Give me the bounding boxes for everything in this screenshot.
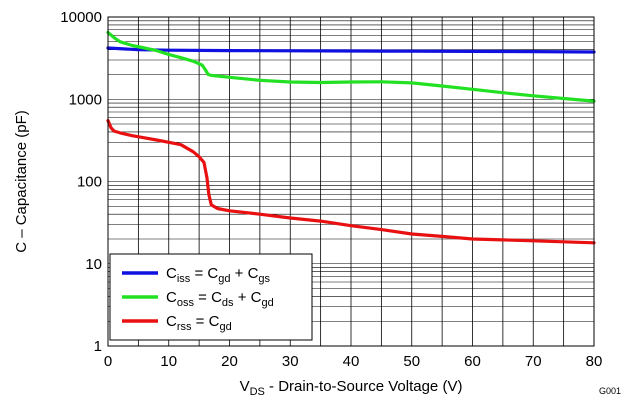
- y-tick-label: 10: [85, 256, 102, 273]
- x-tick-label: 40: [343, 353, 360, 370]
- legend: Ciss = Cgd + Cgs Coss = Cds + Cgd Crss = C…: [109, 253, 313, 341]
- y-tick-label: 100: [77, 174, 102, 191]
- y-tick-label: 1000: [69, 91, 102, 108]
- x-tick-label: 70: [525, 353, 542, 370]
- x-axis-title-main: V: [240, 378, 250, 395]
- x-axis-title-rest: - Drain-to-Source Voltage (V): [265, 378, 463, 395]
- x-axis-title-sub: DS: [250, 386, 265, 398]
- x-tick-label: 0: [104, 353, 112, 370]
- figure-id: G001: [599, 386, 621, 396]
- x-tick-label: 80: [586, 353, 603, 370]
- x-tick-label: 50: [403, 353, 420, 370]
- x-axis-title: VDS - Drain-to-Source Voltage (V): [240, 378, 463, 398]
- x-tick-label: 20: [221, 353, 238, 370]
- legend-label: Ciss = Cgd + Cgs: [166, 265, 271, 285]
- legend-label: Coss = Cds + Cgd: [166, 289, 274, 309]
- series-line-crss: [106, 118, 596, 245]
- y-axis-title: C – Capacitance (pF): [13, 110, 30, 253]
- series-lines: [106, 30, 596, 245]
- grid: [108, 17, 594, 346]
- y-tick-label: 1: [94, 338, 102, 355]
- tick-labels: 0 10 20 30 40 50 60 70 80 1 10 100 1000 10000: [60, 9, 602, 370]
- x-tick-label: 60: [464, 353, 481, 370]
- y-tick-label: 10000: [60, 9, 102, 26]
- plot-frame: [107, 16, 595, 347]
- legend-label: Crss = Cgd: [166, 313, 232, 333]
- x-tick-label: 30: [282, 353, 299, 370]
- x-tick-label: 10: [160, 353, 177, 370]
- series-line-coss: [106, 30, 596, 103]
